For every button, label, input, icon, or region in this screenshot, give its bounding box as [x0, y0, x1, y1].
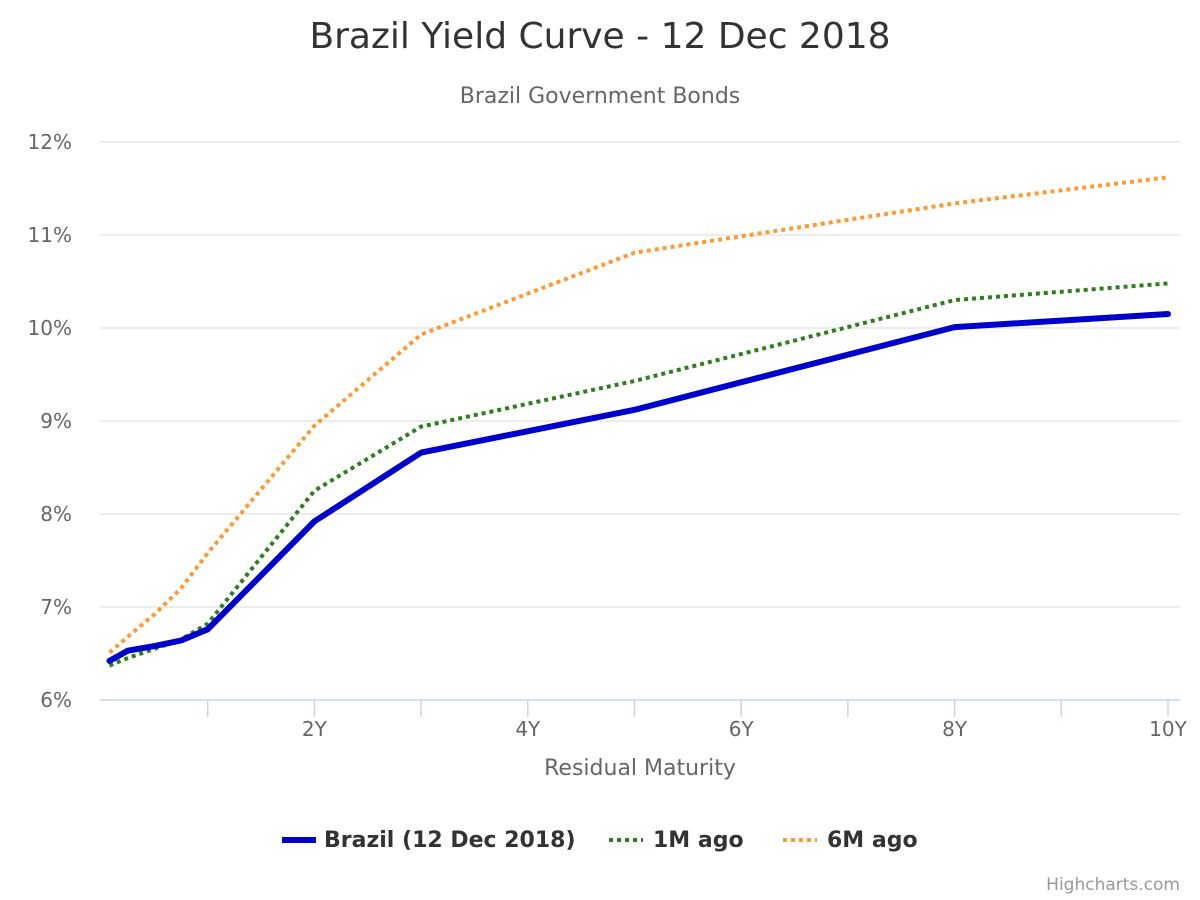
y-tick-label: 6% — [40, 688, 72, 712]
legend: Brazil (12 Dec 2018) 1M ago 6M ago — [282, 828, 918, 853]
x-tick-label: 4Y — [515, 717, 541, 741]
series-line-1m-ago[interactable] — [108, 281, 1169, 668]
x-tick-label: 2Y — [302, 717, 328, 741]
y-tick-label: 8% — [40, 502, 72, 526]
legend-item[interactable]: 6M ago — [783, 828, 918, 853]
legend-label: 1M ago — [653, 828, 744, 853]
x-tick-label: 8Y — [942, 717, 968, 741]
series-lines — [106, 175, 1171, 668]
chart-subtitle: Brazil Government Bonds — [460, 84, 741, 109]
series-line-brazil[interactable] — [106, 311, 1171, 664]
x-axis-title: Residual Maturity — [544, 756, 736, 781]
y-tick-label: 12% — [28, 130, 72, 154]
x-tick-label: 6Y — [729, 717, 755, 741]
legend-label: Brazil (12 Dec 2018) — [324, 828, 576, 853]
y-tick-label: 11% — [28, 223, 72, 247]
grid-lines — [100, 141, 1180, 608]
legend-item[interactable]: Brazil (12 Dec 2018) — [282, 828, 576, 853]
x-axis: 2Y 4Y 6Y 8Y 10Y — [100, 699, 1188, 741]
legend-item[interactable]: 1M ago — [609, 828, 744, 853]
x-tick-label: 10Y — [1149, 717, 1187, 741]
y-tick-label: 9% — [40, 409, 72, 433]
legend-label: 6M ago — [827, 828, 918, 853]
series-line-6m-ago[interactable] — [108, 175, 1169, 655]
y-tick-label: 7% — [40, 595, 72, 619]
y-axis: 6% 7% 8% 9% 10% 11% 12% — [28, 130, 72, 712]
chart-title: Brazil Yield Curve - 12 Dec 2018 — [309, 16, 890, 57]
credits-link[interactable]: Highcharts.com — [1046, 875, 1180, 895]
y-tick-label: 10% — [28, 316, 72, 340]
